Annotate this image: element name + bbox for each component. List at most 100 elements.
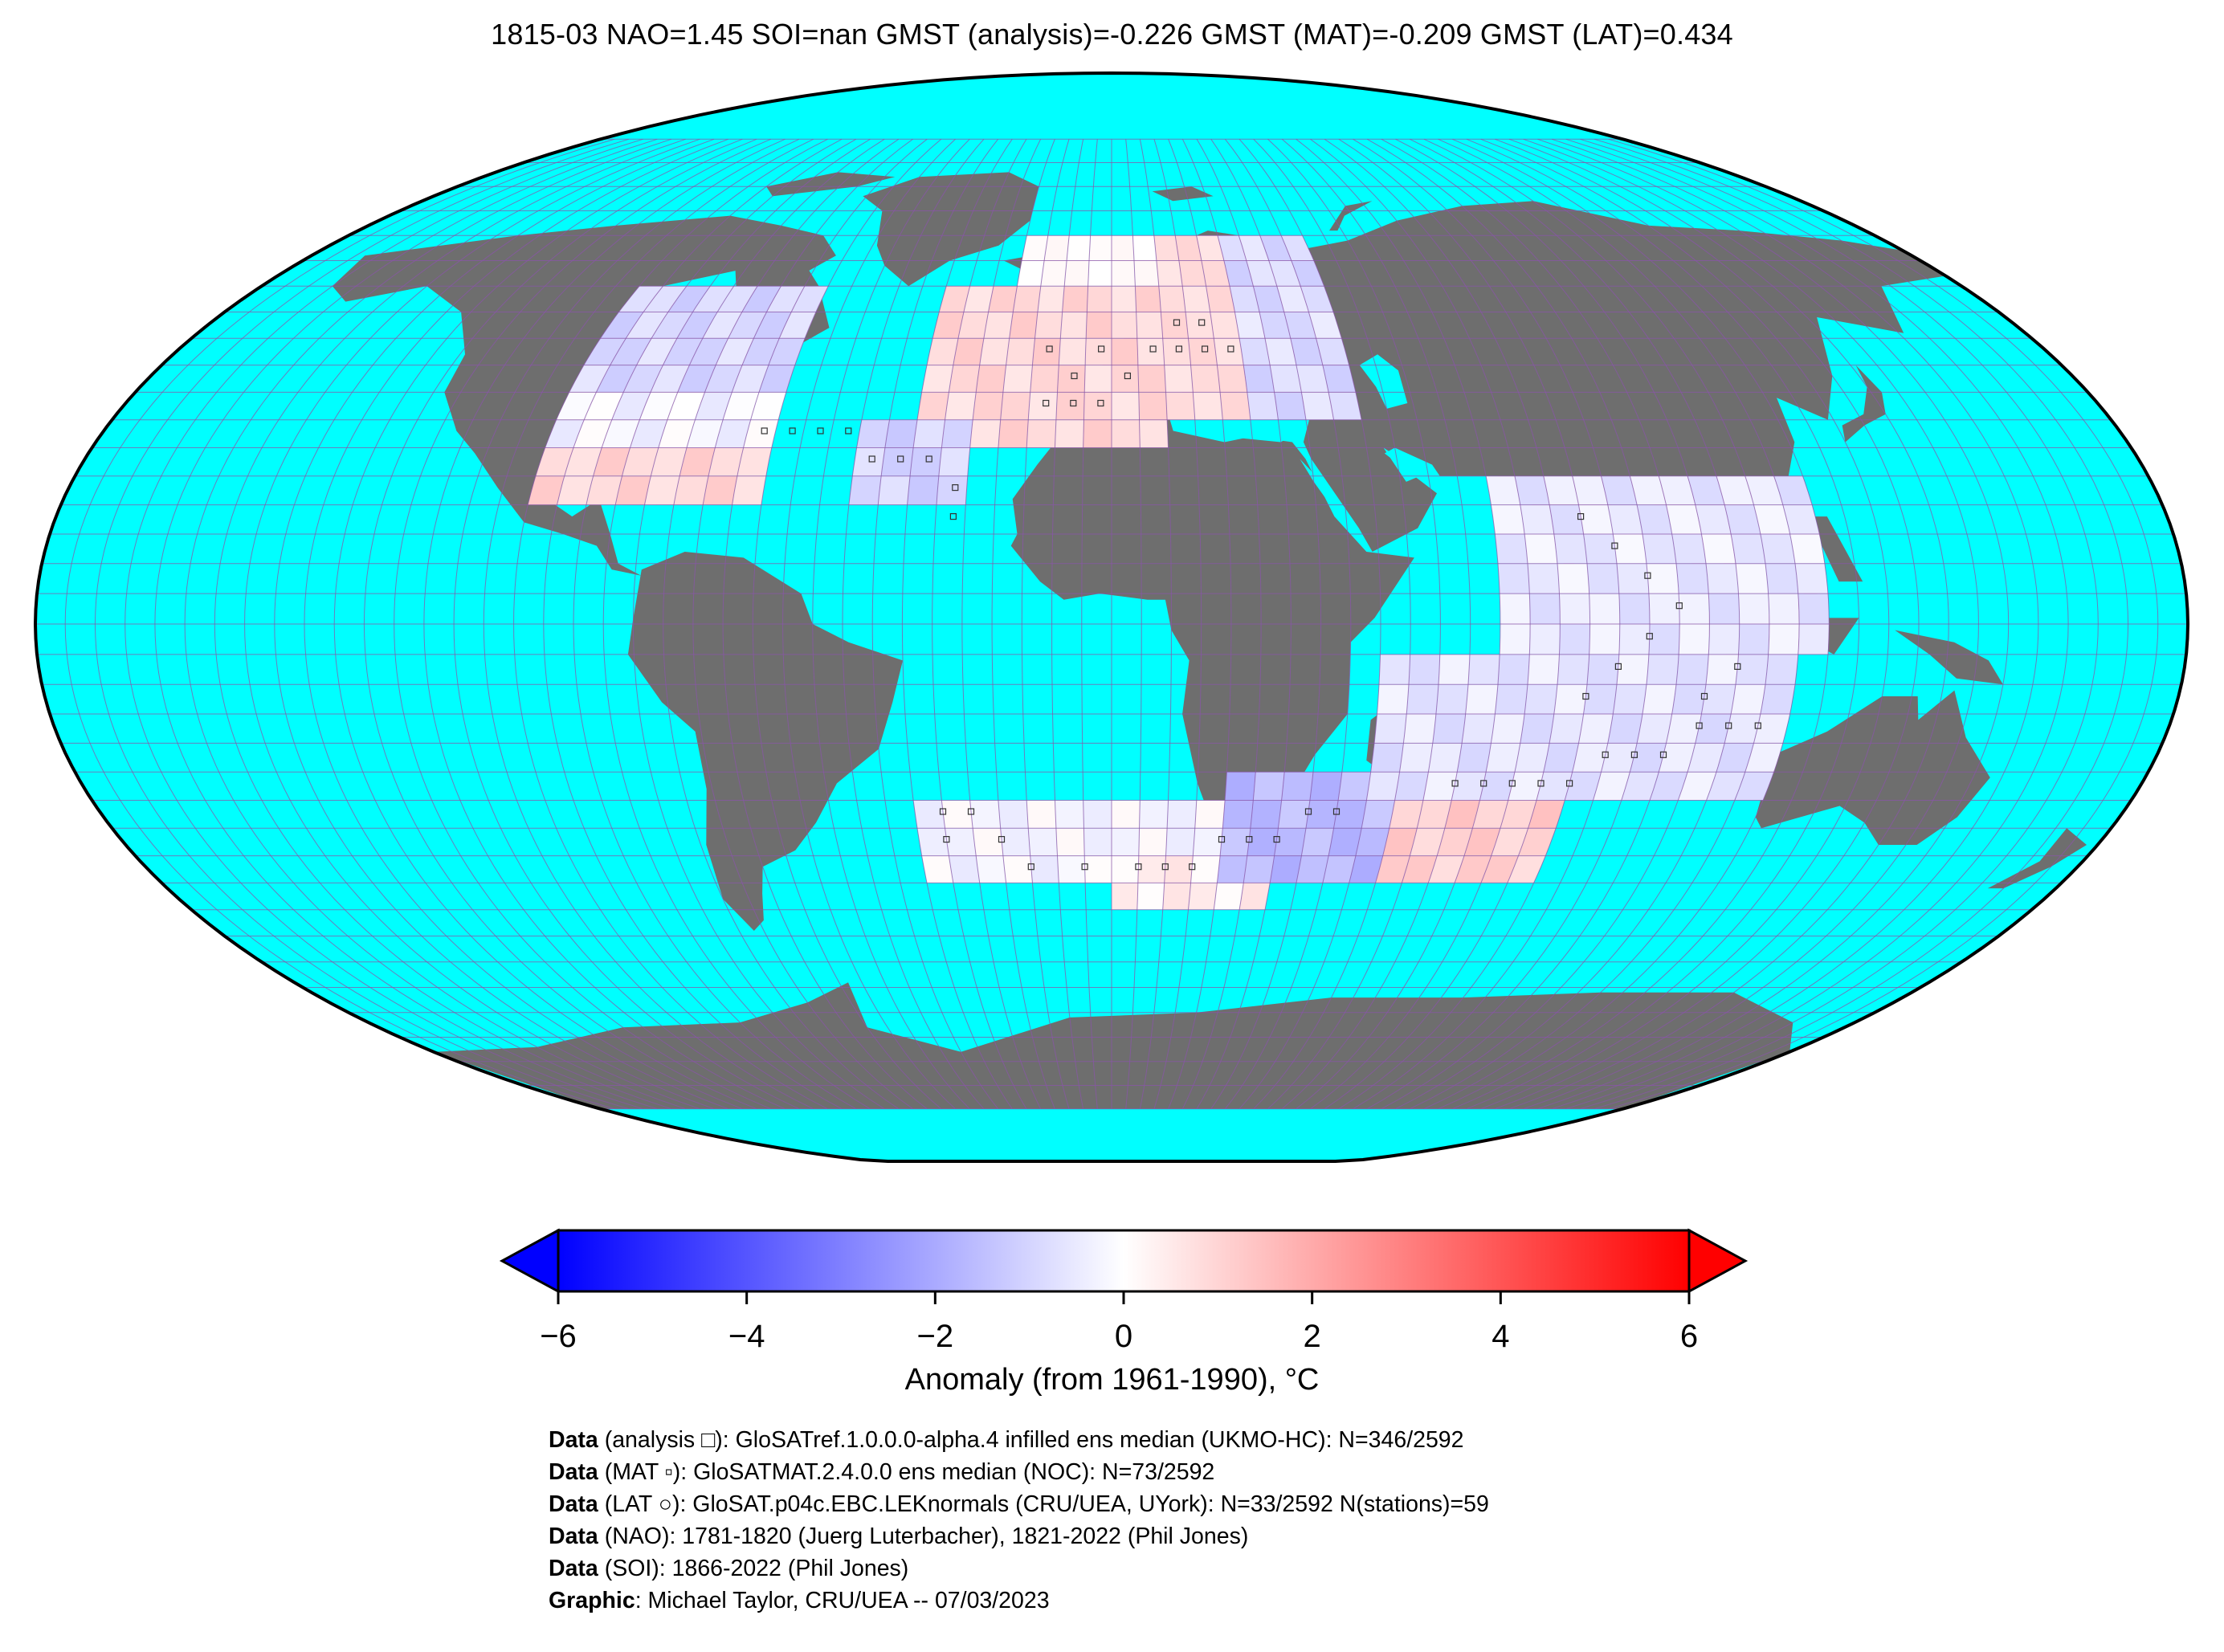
anomaly-cell [1268,260,1301,287]
observation-marker [1537,780,1545,787]
anomaly-cell [1498,654,1530,685]
graticule-meridian [1353,138,1621,1110]
graticule-meridian [812,138,970,1110]
anomaly-cell [630,419,667,448]
graticule-meridian [1452,138,1830,1110]
graticule-meridian [333,138,743,1110]
anomaly-cell [1283,312,1316,339]
anomaly-cell [1399,743,1433,773]
anomaly-cell [1472,800,1508,829]
anomaly-cell [1230,286,1260,312]
anomaly-cell [1201,260,1230,287]
anomaly-cell [1468,654,1500,685]
anomaly-cell [983,312,1014,339]
anomaly-cell [1247,392,1279,420]
anomaly-cell [1022,235,1048,261]
anomaly-cell [1765,654,1798,685]
anomaly-cell [1736,563,1769,594]
anomaly-cell [1087,286,1112,312]
anomaly-cell [564,447,602,476]
anomaly-cell [1731,534,1765,564]
anomaly-cell [732,475,766,505]
anomaly-cell [1515,475,1550,505]
anomaly-cell [1030,365,1059,393]
anomaly-cell [1706,772,1745,801]
observation-marker [1754,722,1761,729]
anomaly-cell [741,286,781,312]
anomaly-cell [1601,475,1638,505]
anomaly-cell [1457,743,1492,773]
observation-marker [1734,663,1741,671]
anomaly-cell [1182,286,1210,312]
anomaly-cell [1666,504,1702,534]
anomaly-cell [1239,235,1269,261]
anomaly-cell [1374,714,1407,744]
anomaly-cell [1676,563,1709,594]
anomaly-cell [1370,743,1404,773]
credit-line: Data (analysis □): GloSATref.1.0.0.0-alp… [549,1424,1489,1456]
anomaly-cell [1188,883,1218,910]
anomaly-cell [1084,855,1112,883]
anomaly-cell [1366,772,1400,801]
anomaly-cell [848,475,882,505]
anomaly-cell [1601,743,1638,773]
anomaly-cell [1738,593,1769,624]
anomaly-cell [1136,883,1165,910]
credit-line: Data (SOI): 1866-2022 (Phil Jones) [549,1552,1489,1585]
sea-caspian-sea [1359,354,1408,409]
anomaly-cell [737,447,772,476]
credit-text: (SOI): 1866-2022 (Phil Jones) [598,1556,909,1581]
anomaly-cell [1678,772,1716,801]
anomaly-cell [1410,828,1445,856]
anomaly-cell [1491,714,1525,744]
anomaly-cell [1507,855,1546,883]
anomaly-cell [1308,312,1342,339]
anomaly-cell [1765,563,1798,594]
anomaly-cell [1659,743,1696,773]
anomaly-cell [611,392,651,420]
observation-marker [925,455,932,463]
anomaly-cell [856,419,890,448]
observation-marker [998,835,1006,843]
anomaly-cell [913,800,945,829]
anomaly-cell [1136,312,1163,339]
anomaly-cell [884,419,917,448]
credit-text: : Michael Taylor, CRU/UEA -- 07/03/2023 [635,1588,1050,1613]
anomaly-cell [1291,260,1324,287]
anomaly-cell [1013,286,1041,312]
anomaly-cell [1745,743,1783,773]
graticule-meridian [304,138,728,1110]
anomaly-cell [1394,772,1429,801]
anomaly-cell [1389,800,1423,829]
anomaly-cell [1520,714,1554,744]
anomaly-cell [1265,338,1296,365]
credit-text: (MAT ▫): GloSATMAT.2.4.0.0 ens median (N… [598,1459,1215,1485]
colorbar-extend-high [1687,1228,1749,1294]
observation-marker [1070,399,1077,407]
colorbar-ticks [557,1291,1691,1304]
anomaly-cell [1306,800,1339,829]
anomaly-cell [651,447,687,476]
anomaly-cell [1671,534,1706,564]
anomaly-cell [1290,338,1323,365]
graticule-meridian [1594,138,2129,1110]
anomaly-cell [1508,772,1544,801]
anomaly-cell [1587,654,1619,685]
anomaly-cell [1630,475,1667,505]
anomaly-cell [1491,504,1525,534]
anomaly-cell [1498,563,1530,594]
observation-marker [1173,319,1181,326]
observation-marker [1273,835,1280,843]
anomaly-cell [583,338,626,365]
anomaly-cell [1328,828,1362,856]
anomaly-cell [1006,338,1035,365]
anomaly-cell [1382,828,1418,856]
anomaly-cell [1132,235,1157,261]
anomaly-cell [1165,392,1195,420]
anomaly-cell [1706,563,1739,594]
anomaly-cell [1753,714,1790,744]
anomaly-cell [743,419,779,448]
anomaly-cell [1196,235,1224,261]
anomaly-cell [917,392,949,420]
